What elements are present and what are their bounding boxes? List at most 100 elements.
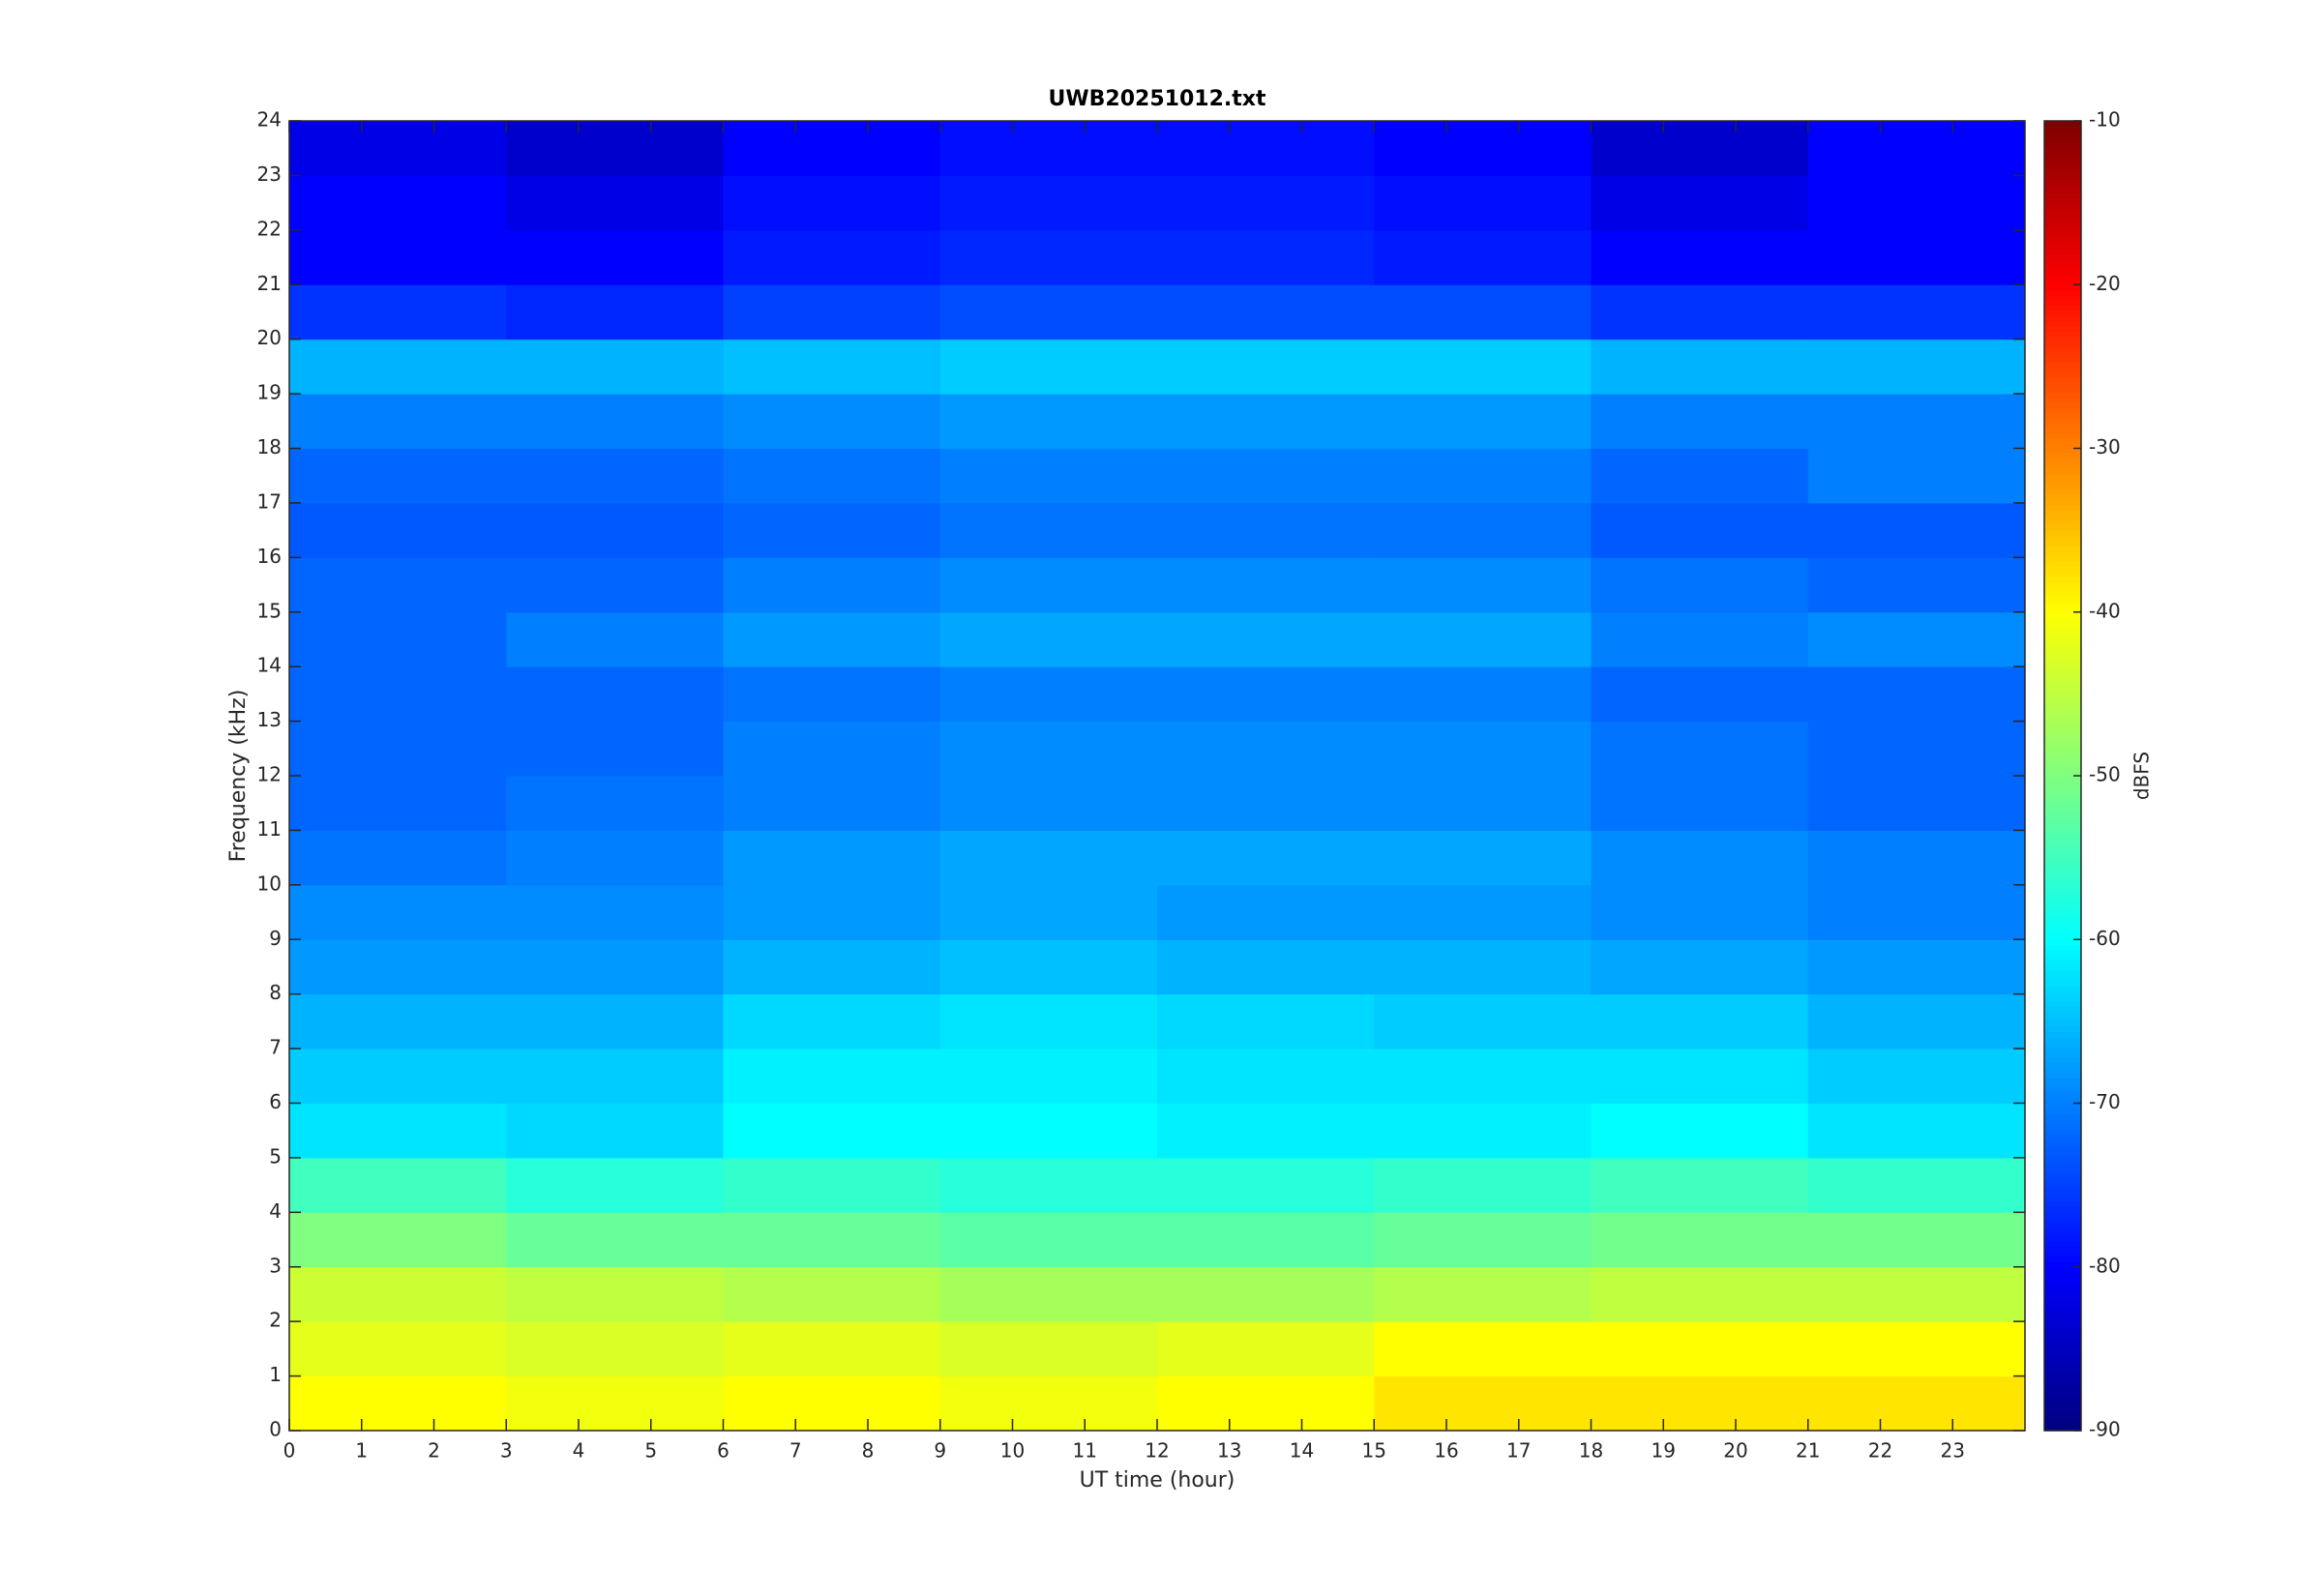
y-tick-label: 10 (257, 872, 282, 895)
x-tick-label: 12 (1145, 1439, 1169, 1463)
colorbar-step (2044, 689, 2081, 695)
colorbar-step (2044, 709, 2081, 716)
colorbar-step (2044, 632, 2081, 638)
heatmap-cell (1157, 611, 1375, 667)
heatmap-cell (1157, 830, 1375, 886)
heatmap-cell (506, 394, 724, 449)
heatmap-cell (1591, 1157, 1809, 1213)
heatmap-cell (939, 557, 1158, 613)
colorbar-step (2044, 249, 2081, 255)
colorbar-step (2044, 1251, 2081, 1257)
heatmap-cell (289, 339, 507, 395)
heatmap-cell (1807, 1103, 2026, 1159)
y-tick-label: 4 (269, 1199, 282, 1223)
colorbar-step (2044, 781, 2081, 787)
y-tick-label: 21 (257, 272, 282, 295)
colorbar-step (2044, 1078, 2081, 1083)
colorbar-step (2044, 658, 2081, 665)
y-tick-label: 15 (257, 599, 282, 622)
heatmap-cell (289, 1157, 507, 1213)
heatmap-cell (1807, 1321, 2026, 1377)
heatmap-cell (939, 502, 1158, 558)
heatmap-cell (1157, 448, 1375, 504)
heatmap-cell (723, 884, 941, 940)
heatmap-cell (1807, 502, 2026, 558)
colorbar-step (2044, 151, 2081, 158)
colorbar-tick-label: -40 (2089, 599, 2121, 622)
colorbar-step (2044, 545, 2081, 551)
colorbar-step (2044, 611, 2081, 618)
heatmap-cell (289, 939, 507, 995)
y-tick-label: 22 (257, 217, 282, 240)
colorbar-step (2044, 1394, 2081, 1401)
colorbar-step (2044, 1179, 2081, 1186)
x-axis-label: UT time (hour) (1080, 1468, 1235, 1493)
colorbar-step (2044, 1138, 2081, 1145)
heatmap-cell (1157, 1321, 1375, 1377)
heatmap-cell (1157, 776, 1375, 831)
colorbar-step (2044, 637, 2081, 644)
colorbar-step (2044, 990, 2081, 997)
colorbar-step (2044, 530, 2081, 537)
heatmap-cell (723, 339, 941, 395)
colorbar-step (2044, 1169, 2081, 1176)
colorbar-step (2044, 371, 2081, 378)
x-tick-label: 7 (789, 1439, 802, 1463)
colorbar-step (2044, 617, 2081, 623)
heatmap-cell (939, 1103, 1158, 1159)
colorbar-step (2044, 765, 2081, 772)
heatmap-cell (1374, 1266, 1592, 1322)
y-axis-label: Frequency (kHz) (226, 690, 251, 863)
colorbar-tick-label: -20 (2089, 272, 2121, 295)
heatmap-cell (1591, 776, 1809, 831)
heatmap-cell (1807, 993, 2026, 1049)
heatmap-cell (1374, 1212, 1592, 1268)
colorbar-step (2044, 969, 2081, 976)
colorbar-step (2044, 1358, 2081, 1365)
colorbar-step (2044, 1056, 2081, 1063)
colorbar-step (2044, 1042, 2081, 1048)
heatmap-cell (1157, 175, 1375, 231)
colorbar-step (2044, 929, 2081, 935)
y-tick-label: 3 (269, 1254, 282, 1277)
colorbar-step (2044, 1230, 2081, 1237)
heatmap-cell (723, 1157, 941, 1213)
heatmap-cell (723, 721, 941, 777)
colorbar-step (2044, 1000, 2081, 1007)
colorbar-step (2044, 1108, 2081, 1114)
colorbar-step (2044, 387, 2081, 393)
heatmap-cell (506, 121, 724, 176)
heatmap-cell (1374, 284, 1592, 340)
heatmap-cell (723, 121, 941, 176)
heatmap-cell (1157, 1157, 1375, 1213)
colorbar-step (2044, 919, 2081, 925)
x-tick-label: 23 (1941, 1439, 1965, 1463)
heatmap-cell (939, 339, 1158, 395)
heatmap-cell (1807, 939, 2026, 995)
heatmap-cell (939, 776, 1158, 831)
colorbar-step (2044, 202, 2081, 209)
colorbar-step (2044, 330, 2081, 337)
heatmap-cell (1591, 448, 1809, 504)
colorbar-step (2044, 1286, 2081, 1293)
heatmap-cell (1591, 993, 1809, 1049)
colorbar-step (2044, 1006, 2081, 1012)
colorbar-step (2044, 826, 2081, 833)
x-tick-label: 11 (1073, 1439, 1097, 1463)
colorbar-step (2044, 131, 2081, 137)
y-tick-label: 8 (269, 981, 282, 1004)
heatmap-cell (723, 830, 941, 886)
colorbar-step (2044, 356, 2081, 363)
colorbar-step (2044, 1190, 2081, 1197)
heatmap-cell (289, 666, 507, 723)
heatmap-cell (506, 448, 724, 504)
colorbar-step (2044, 1338, 2081, 1345)
colorbar-step (2044, 1344, 2081, 1349)
colorbar-step (2044, 1272, 2081, 1278)
heatmap-cell (1591, 339, 1809, 395)
heatmap-cell (939, 721, 1158, 777)
colorbar-step (2044, 1154, 2081, 1161)
colorbar-step (2044, 739, 2081, 746)
colorbar-step (2044, 975, 2081, 982)
